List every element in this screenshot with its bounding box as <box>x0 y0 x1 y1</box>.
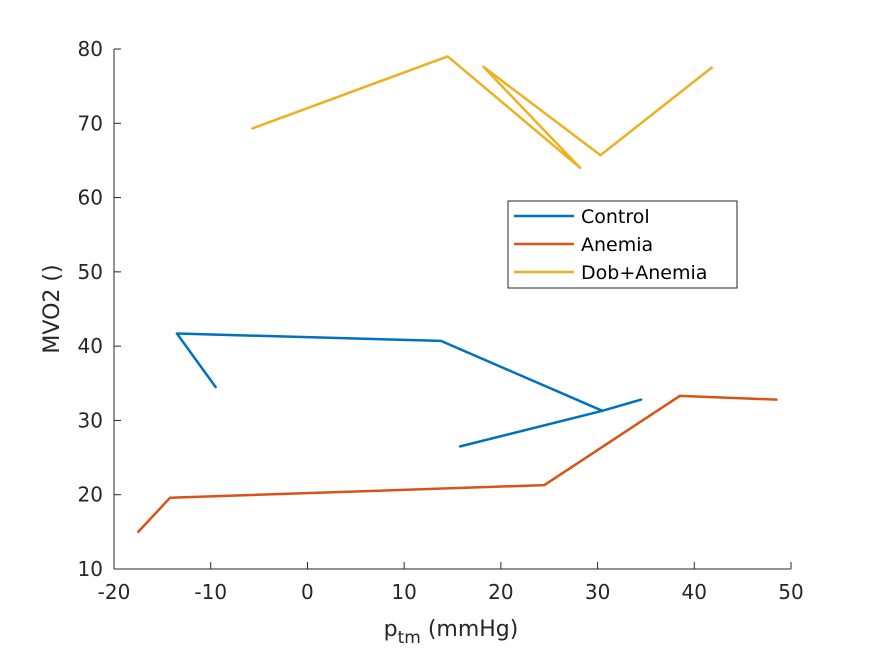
y-tick-label: 40 <box>78 334 103 358</box>
y-tick-label: 60 <box>78 186 103 210</box>
x-tick-label: -10 <box>194 580 227 604</box>
x-tick-label: 30 <box>585 580 610 604</box>
legend-label-dob-anemia: Dob+Anemia <box>581 262 707 284</box>
y-tick-label: 10 <box>78 557 103 581</box>
y-ticks: 10 20 30 40 50 60 70 80 <box>78 37 121 581</box>
y-tick-label: 50 <box>78 260 103 284</box>
series-line-anemia <box>136 394 778 534</box>
y-axis-label: MVO2 () <box>40 264 65 353</box>
x-tick-label: 20 <box>488 580 513 604</box>
series-line-dob-anemia <box>251 55 713 170</box>
axes <box>113 49 791 570</box>
legend: Control Anemia Dob+Anemia <box>507 200 738 289</box>
legend-label-anemia: Anemia <box>581 234 653 256</box>
x-axis-label-subscript: tm <box>398 628 421 648</box>
y-tick-label: 80 <box>78 37 103 61</box>
y-tick-label: 20 <box>78 483 103 507</box>
y-tick-label: 30 <box>78 408 103 432</box>
x-axis-label: ptm (mmHg) <box>384 617 519 648</box>
x-tick-label: 0 <box>301 580 314 604</box>
x-ticks: -20 -10 0 10 20 30 40 50 <box>98 562 804 604</box>
x-tick-label: 10 <box>391 580 416 604</box>
legend-label-control: Control <box>581 206 650 228</box>
x-tick-label: 40 <box>682 580 707 604</box>
plot-area <box>136 55 778 534</box>
series-line-control <box>175 332 643 448</box>
y-tick-label: 70 <box>78 111 103 135</box>
x-tick-label: -20 <box>98 580 131 604</box>
x-tick-label: 50 <box>778 580 803 604</box>
